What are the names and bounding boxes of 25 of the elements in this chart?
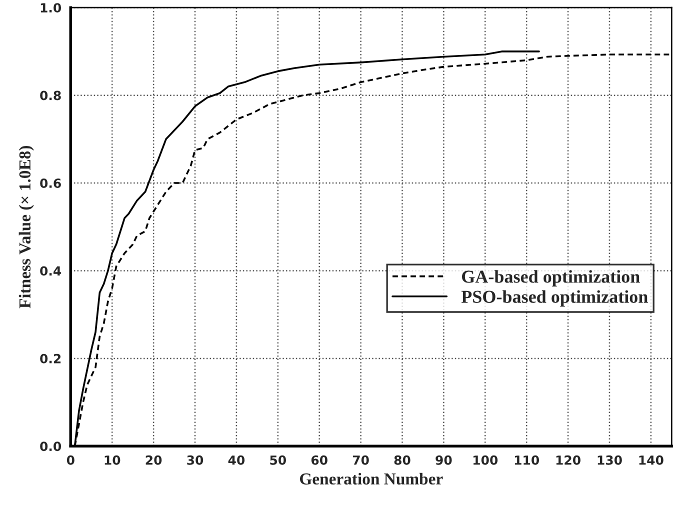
legend-label: PSO-based optimization: [461, 290, 648, 307]
x-tick-label: 120: [556, 455, 580, 465]
y-tick-label: 0.6: [40, 178, 61, 188]
x-tick-label: 140: [639, 455, 664, 465]
y-tick-label: 0.4: [40, 266, 62, 276]
x-tick-label: 10: [104, 455, 120, 465]
x-tick-label: 130: [598, 455, 622, 465]
y-axis-title: Fitness Value (× 1.0E8): [18, 146, 34, 308]
x-tick-label: 90: [436, 455, 452, 465]
y-tick-label: 1.0: [40, 3, 62, 13]
x-tick-label: 0: [66, 455, 74, 465]
x-tick-label: 60: [311, 455, 328, 465]
y-tick-label: 0.0: [40, 442, 62, 452]
y-tick-label: 0.2: [40, 354, 61, 364]
x-tick-label: 100: [474, 455, 498, 465]
x-tick-label: 110: [514, 455, 540, 465]
y-tick-label: 0.8: [40, 90, 61, 100]
x-axis-title: Generation Number: [300, 472, 443, 485]
x-tick-label: 80: [394, 455, 410, 465]
x-tick-label: 20: [146, 455, 162, 465]
x-tick-label: 70: [352, 455, 369, 465]
legend-label: GA-based optimization: [462, 270, 640, 286]
x-tick-label: 30: [187, 455, 204, 465]
x-tick-label: 50: [270, 455, 286, 465]
x-tick-label: 40: [228, 455, 245, 465]
